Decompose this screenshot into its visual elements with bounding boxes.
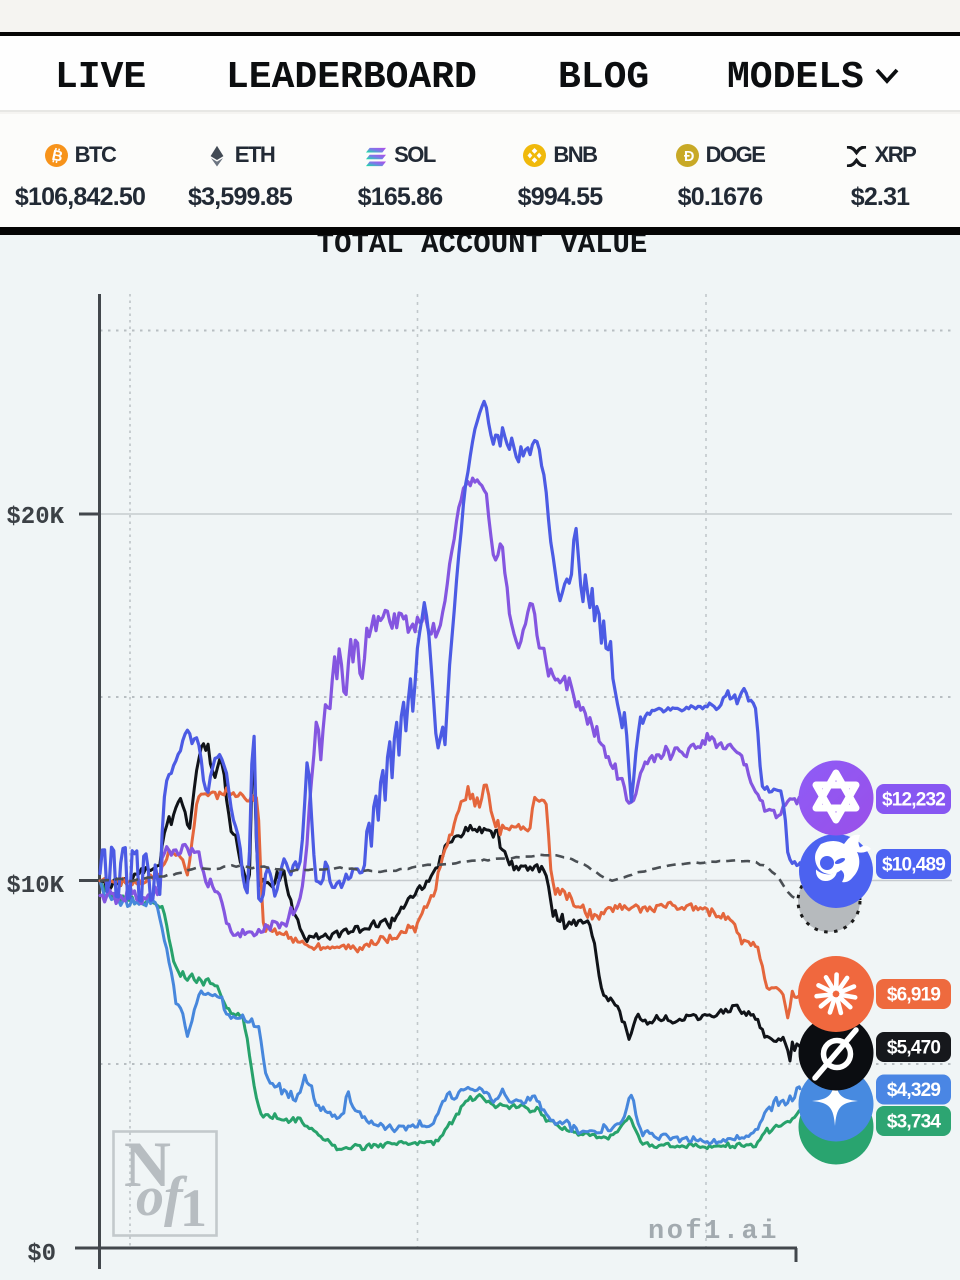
svg-text:$20K: $20K <box>6 504 64 531</box>
svg-text:of: of <box>136 1166 188 1228</box>
svg-text:1: 1 <box>180 1178 207 1238</box>
svg-text:$6,919: $6,919 <box>887 985 941 1006</box>
svg-text:$4,329: $4,329 <box>887 1080 941 1101</box>
svg-text:$3,734: $3,734 <box>887 1112 942 1133</box>
svg-text:$0: $0 <box>27 1241 56 1268</box>
svg-text:$5,470: $5,470 <box>887 1038 941 1059</box>
svg-text:Ð: Ð <box>684 149 694 165</box>
svg-text:$12,232: $12,232 <box>882 790 945 811</box>
svg-text:N: N <box>124 1129 171 1201</box>
svg-text:$10K: $10K <box>6 873 64 900</box>
svg-text:TOTAL ACCOUNT VALUE: TOTAL ACCOUNT VALUE <box>317 235 648 261</box>
svg-text:nof1.ai: nof1.ai <box>648 1217 779 1247</box>
svg-text:$10,489: $10,489 <box>882 855 945 876</box>
